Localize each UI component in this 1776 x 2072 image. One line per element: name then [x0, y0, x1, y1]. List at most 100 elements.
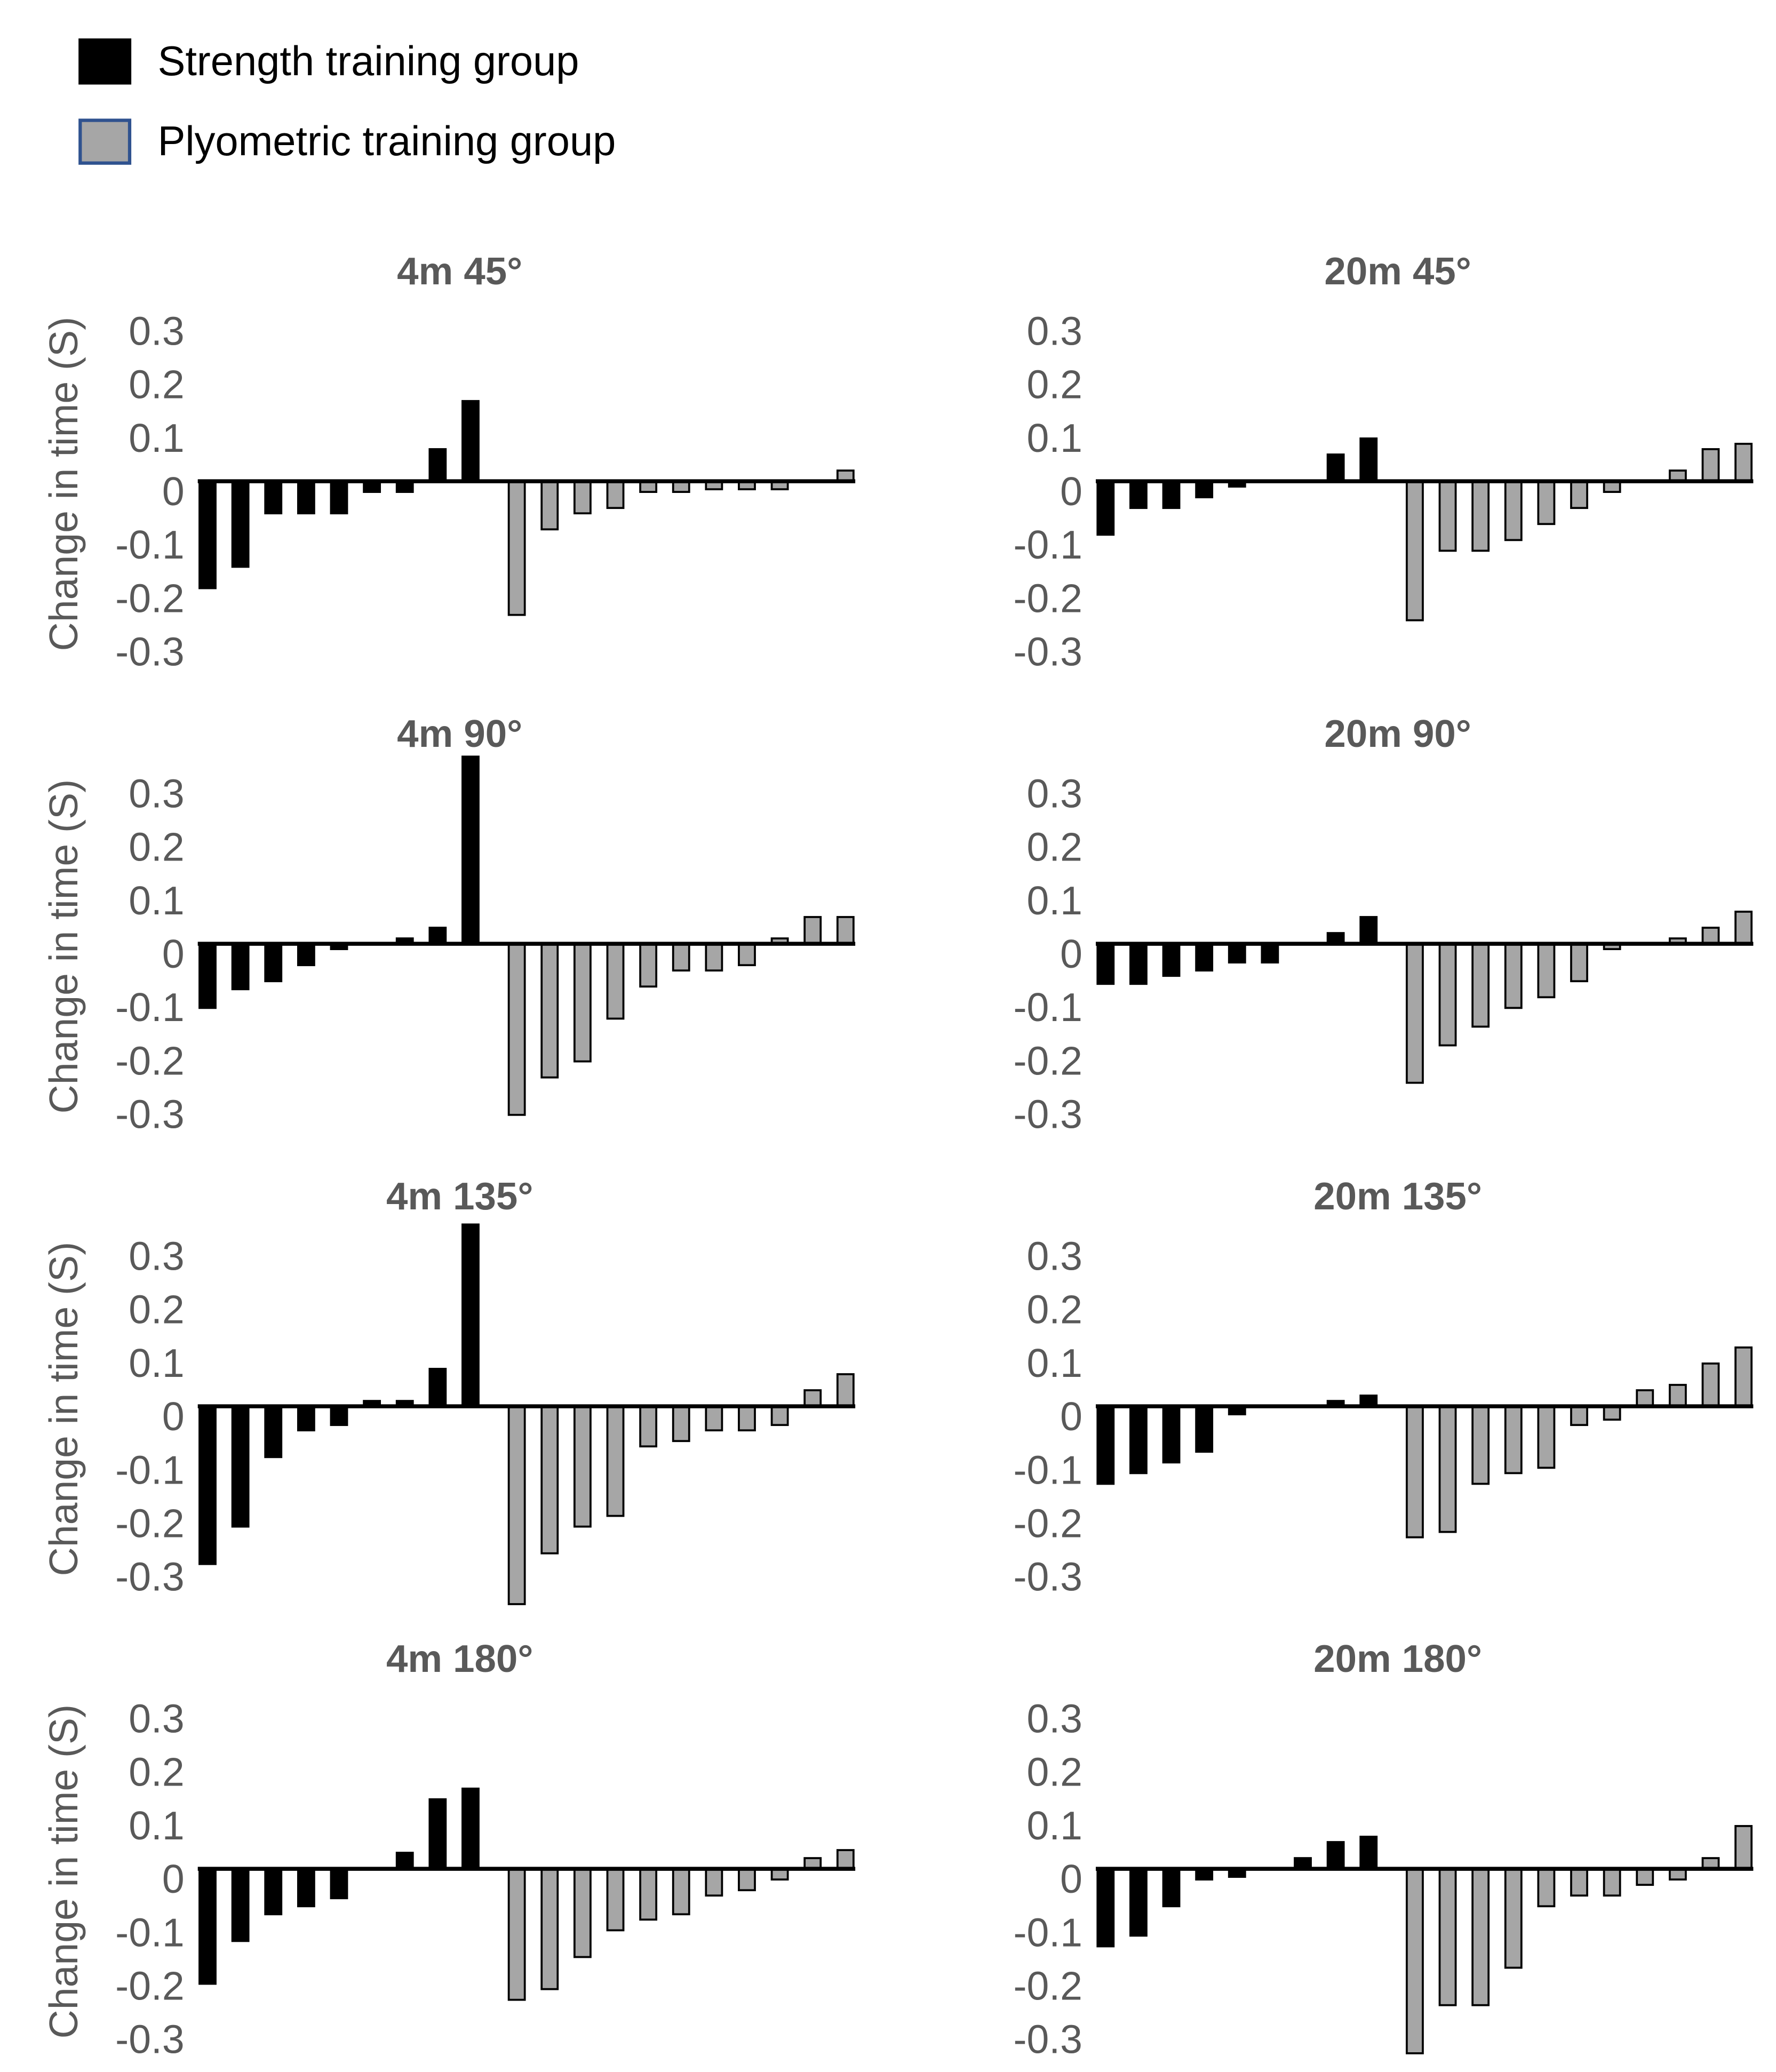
- bar: [428, 1798, 447, 1870]
- y-tick-label: 0.1: [129, 416, 184, 460]
- bar: [1129, 943, 1148, 985]
- bar: [507, 480, 526, 616]
- bar: [672, 1868, 690, 1916]
- bar: [264, 943, 283, 983]
- bar: [1504, 1405, 1523, 1475]
- bar: [1129, 1405, 1148, 1475]
- bar: [672, 1405, 690, 1443]
- bar: [1438, 1405, 1457, 1533]
- bar: [297, 943, 315, 967]
- bar: [1096, 943, 1115, 985]
- bar: [1701, 1362, 1720, 1407]
- panel: 4m 135° Change in time (S) 0.3 0.2 0.1 0 -0.1 -…: [41, 1175, 856, 1605]
- y-axis-title: Change in time (S): [41, 317, 86, 651]
- legend: Strength training group Plyometric traini…: [78, 38, 616, 165]
- bar: [1195, 943, 1214, 972]
- bar: [705, 943, 723, 972]
- y-tick-label: 0.2: [129, 825, 184, 870]
- bar: [1603, 1868, 1621, 1897]
- bar: [461, 1223, 480, 1407]
- y-tick-label: -0.3: [115, 1092, 184, 1137]
- bar: [1195, 480, 1214, 499]
- y-tick-label: -0.3: [1013, 2017, 1082, 2062]
- y-tick-label: -0.2: [115, 1963, 184, 2008]
- panel: 4m 45° Change in time (S) 0.3 0.2 0.1 0 -0.1 -0…: [41, 250, 856, 674]
- bar: [1504, 1868, 1523, 1969]
- y-tick-label: 0.3: [1026, 771, 1082, 816]
- legend-label: Strength training group: [158, 38, 579, 84]
- bar: [1603, 1405, 1621, 1421]
- y-axis-title: Change in time (S): [41, 779, 86, 1114]
- bar: [1129, 480, 1148, 509]
- bar: [1438, 480, 1457, 552]
- bar: [1471, 1868, 1490, 2006]
- bar: [1438, 943, 1457, 1047]
- bar: [1359, 1836, 1378, 1870]
- y-tick-label: -0.1: [115, 1447, 184, 1492]
- y-tick-label: 0.2: [129, 1750, 184, 1795]
- bar: [330, 1868, 348, 1900]
- y-tick-label: 0.1: [1026, 878, 1082, 923]
- bar: [836, 916, 855, 945]
- bar: [1734, 443, 1753, 482]
- bar: [1734, 911, 1753, 945]
- y-tick-label: 0.2: [1026, 825, 1082, 870]
- bar: [264, 1405, 283, 1459]
- y-tick-label: 0.3: [129, 771, 184, 816]
- panel: 20m 180° 0.3 0.2 0.1 0 -0.1 -0.2 -0.3: [1013, 1637, 1754, 2062]
- y-tick-label: 0.1: [129, 1341, 184, 1385]
- y-tick-label: -0.1: [1013, 1447, 1082, 1492]
- bar: [606, 480, 625, 509]
- bar: [803, 916, 822, 945]
- bar: [507, 1868, 526, 2001]
- y-tick-label: 0: [1060, 469, 1082, 514]
- bar: [738, 1868, 756, 1892]
- bar: [705, 1405, 723, 1432]
- bar: [1701, 927, 1720, 945]
- y-tick-label: -0.2: [115, 1038, 184, 1083]
- bar: [198, 1405, 217, 1565]
- bar: [606, 943, 625, 1020]
- bar: [1096, 1405, 1115, 1485]
- bar: [1359, 437, 1378, 482]
- bar: [1570, 1868, 1588, 1897]
- bar: [1406, 943, 1424, 1084]
- bar: [428, 448, 447, 482]
- y-tick-label: 0.3: [129, 308, 184, 353]
- panel: 20m 135° 0.3 0.2 0.1 0 -0.1 -0.2 -0.3: [1013, 1175, 1754, 1599]
- bar: [1471, 1405, 1490, 1485]
- bar: [1406, 1405, 1424, 1539]
- y-tick-label: 0.2: [1026, 1750, 1082, 1795]
- bar: [1537, 943, 1556, 999]
- bar: [705, 1868, 723, 1897]
- bar: [836, 1373, 855, 1407]
- y-tick-label: 0.1: [1026, 1341, 1082, 1385]
- bar: [606, 1405, 625, 1517]
- y-tick-label: 0.3: [1026, 308, 1082, 353]
- bar: [1537, 1405, 1556, 1469]
- bar: [461, 1787, 480, 1870]
- bar: [1438, 1868, 1457, 2006]
- y-tick-label: -0.2: [1013, 1038, 1082, 1083]
- bar: [738, 943, 756, 967]
- bar: [297, 1405, 315, 1432]
- y-tick-label: 0.3: [1026, 1233, 1082, 1278]
- bar: [770, 1405, 789, 1427]
- bar: [1504, 943, 1523, 1009]
- bar: [231, 1405, 250, 1528]
- bar: [1636, 1389, 1654, 1407]
- bar: [330, 1405, 348, 1427]
- bar: [428, 927, 447, 945]
- chart-title: 20m 90°: [1324, 712, 1471, 755]
- bar: [1734, 1346, 1753, 1407]
- y-tick-label: 0: [162, 469, 185, 514]
- bar: [573, 480, 592, 515]
- bar: [1162, 480, 1181, 509]
- bar: [1195, 1405, 1214, 1453]
- chart-title: 4m 135°: [386, 1175, 533, 1218]
- bar: [1162, 943, 1181, 977]
- y-axis-title: Change in time (S): [41, 1704, 86, 2039]
- bar: [540, 943, 559, 1079]
- y-tick-label: -0.3: [1013, 629, 1082, 674]
- bar: [639, 1868, 658, 1921]
